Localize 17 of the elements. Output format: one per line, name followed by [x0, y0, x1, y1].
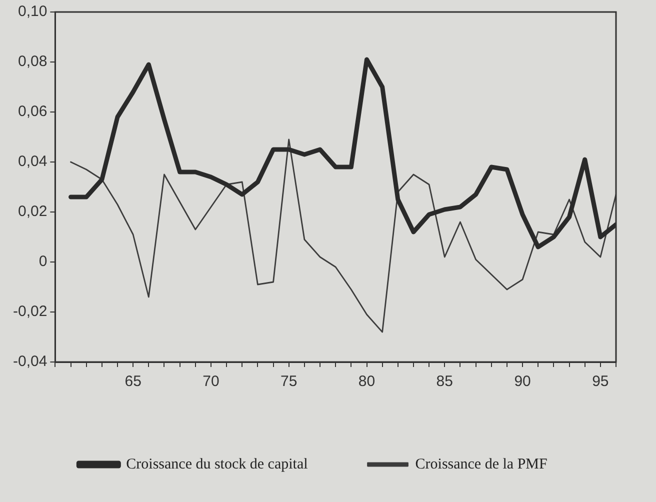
- y-tick-label: -0,04: [12, 353, 48, 370]
- y-tick-label: 0,02: [18, 203, 48, 220]
- x-tick-label: 90: [514, 373, 531, 390]
- y-tick-label: 0,10: [18, 3, 48, 20]
- x-tick-label: 85: [436, 373, 453, 390]
- x-tick-label: 70: [202, 373, 220, 390]
- y-tick-label: 0,04: [18, 153, 48, 170]
- legend-label: Croissance du stock de capital: [126, 456, 308, 472]
- legend-label: Croissance de la PMF: [415, 456, 548, 472]
- x-tick-label: 95: [592, 373, 609, 390]
- y-tick-label: 0,06: [18, 103, 48, 120]
- x-tick-label: 65: [124, 373, 142, 390]
- x-tick-label: 75: [280, 373, 298, 390]
- y-tick-label: 0: [38, 253, 48, 270]
- x-tick-label: 80: [358, 373, 376, 390]
- y-tick-label: 0,08: [18, 53, 48, 70]
- y-tick-label: -0,02: [12, 303, 48, 320]
